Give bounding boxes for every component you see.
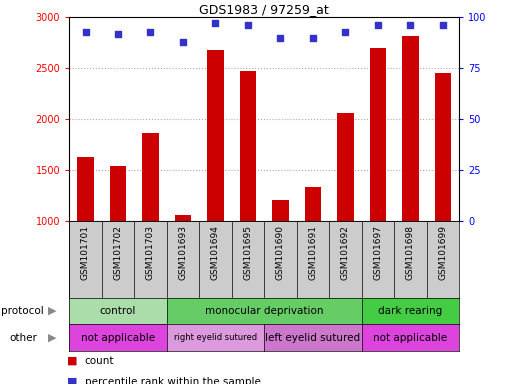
Text: monocular deprivation: monocular deprivation: [205, 306, 323, 316]
Point: [244, 22, 252, 28]
Bar: [175, 215, 191, 221]
Bar: [207, 50, 224, 221]
Text: GSM101694: GSM101694: [211, 225, 220, 280]
Bar: [110, 166, 126, 221]
Text: not applicable: not applicable: [81, 333, 155, 343]
Point: [406, 22, 415, 28]
Point: [374, 22, 382, 28]
Text: right eyelid sutured: right eyelid sutured: [174, 333, 257, 343]
Point: [179, 39, 187, 45]
Text: GSM101697: GSM101697: [373, 225, 382, 280]
Text: not applicable: not applicable: [373, 333, 447, 343]
Point: [439, 22, 447, 28]
Title: GDS1983 / 97259_at: GDS1983 / 97259_at: [200, 3, 329, 16]
Point: [114, 30, 122, 36]
Point: [341, 28, 349, 35]
Text: GSM101699: GSM101699: [439, 225, 447, 280]
Point: [211, 20, 220, 26]
Text: percentile rank within the sample: percentile rank within the sample: [85, 377, 261, 384]
Point: [277, 35, 285, 41]
Point: [82, 28, 90, 35]
Text: left eyelid sutured: left eyelid sutured: [265, 333, 361, 343]
Text: GSM101691: GSM101691: [308, 225, 318, 280]
Text: count: count: [85, 356, 114, 366]
Bar: [77, 157, 93, 221]
Text: GSM101695: GSM101695: [244, 225, 252, 280]
Text: control: control: [100, 306, 136, 316]
Text: protocol: protocol: [1, 306, 44, 316]
Text: ▶: ▶: [48, 333, 56, 343]
Bar: [402, 36, 419, 221]
Bar: [240, 71, 256, 221]
Text: GSM101692: GSM101692: [341, 225, 350, 280]
Point: [309, 35, 317, 41]
Text: GSM101693: GSM101693: [179, 225, 187, 280]
Text: GSM101701: GSM101701: [81, 225, 90, 280]
Bar: [305, 187, 321, 221]
Bar: [142, 133, 159, 221]
Bar: [272, 200, 288, 221]
Text: GSM101702: GSM101702: [113, 225, 123, 280]
Text: other: other: [9, 333, 37, 343]
Bar: [370, 48, 386, 221]
Text: dark rearing: dark rearing: [378, 306, 443, 316]
Text: ■: ■: [67, 356, 77, 366]
Text: GSM101690: GSM101690: [276, 225, 285, 280]
Text: ▶: ▶: [48, 306, 56, 316]
Point: [146, 28, 154, 35]
Bar: [337, 113, 353, 221]
Text: GSM101698: GSM101698: [406, 225, 415, 280]
Text: ■: ■: [67, 377, 77, 384]
Text: GSM101703: GSM101703: [146, 225, 155, 280]
Bar: [435, 73, 451, 221]
